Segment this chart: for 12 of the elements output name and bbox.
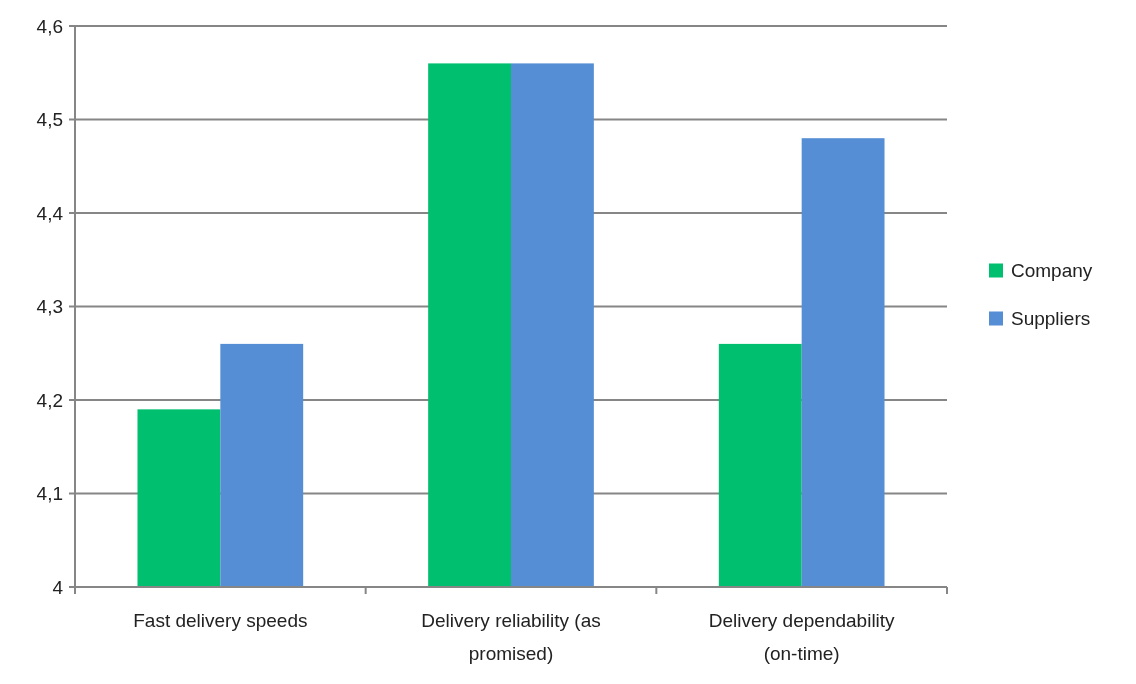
x-tick-label: Delivery dependability (on-time)	[708, 610, 896, 664]
y-tick-label: 4,4	[36, 202, 64, 224]
legend-label: Company	[1011, 260, 1093, 282]
y-tick-label: 4,2	[36, 389, 63, 411]
y-tick-label: 4,1	[36, 483, 63, 505]
y-tick-label: 4	[52, 576, 64, 598]
legend-label: Suppliers	[1011, 308, 1091, 330]
y-tick-label: 4,5	[36, 109, 63, 131]
x-tick-label: Delivery reliability (as promised)	[421, 610, 601, 664]
y-tick-label: 4,3	[36, 296, 63, 318]
x-tick-label: Fast delivery speeds	[133, 610, 308, 631]
y-tick-label: 4,6	[36, 15, 63, 37]
